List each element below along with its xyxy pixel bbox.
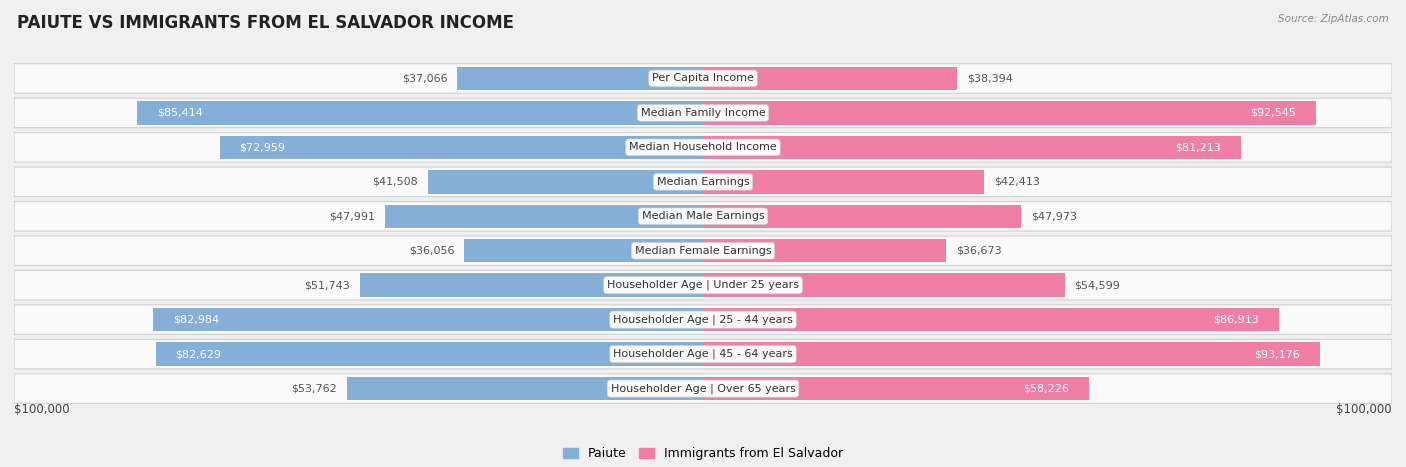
Text: $85,414: $85,414 bbox=[157, 108, 202, 118]
FancyBboxPatch shape bbox=[14, 202, 1392, 231]
Text: $86,913: $86,913 bbox=[1213, 315, 1258, 325]
FancyBboxPatch shape bbox=[14, 270, 1392, 300]
Text: $100,000: $100,000 bbox=[14, 403, 70, 416]
Bar bbox=[703, 342, 1320, 366]
Bar bbox=[385, 205, 703, 228]
Text: $38,394: $38,394 bbox=[967, 73, 1014, 84]
Text: $82,629: $82,629 bbox=[176, 349, 222, 359]
Text: $42,413: $42,413 bbox=[994, 177, 1040, 187]
Bar bbox=[427, 170, 703, 193]
FancyBboxPatch shape bbox=[14, 167, 1392, 197]
Text: $41,508: $41,508 bbox=[373, 177, 418, 187]
Bar bbox=[703, 239, 946, 262]
FancyBboxPatch shape bbox=[14, 374, 1392, 403]
Legend: Paiute, Immigrants from El Salvador: Paiute, Immigrants from El Salvador bbox=[558, 442, 848, 465]
Bar bbox=[360, 274, 703, 297]
Bar bbox=[464, 239, 703, 262]
Bar bbox=[703, 67, 957, 90]
Text: $37,066: $37,066 bbox=[402, 73, 447, 84]
Text: Householder Age | 45 - 64 years: Householder Age | 45 - 64 years bbox=[613, 349, 793, 359]
FancyBboxPatch shape bbox=[14, 98, 1392, 127]
Text: $93,176: $93,176 bbox=[1254, 349, 1301, 359]
Bar bbox=[703, 205, 1021, 228]
Text: Median Family Income: Median Family Income bbox=[641, 108, 765, 118]
Bar bbox=[347, 377, 703, 400]
Text: Source: ZipAtlas.com: Source: ZipAtlas.com bbox=[1278, 14, 1389, 24]
Text: $47,991: $47,991 bbox=[329, 211, 375, 221]
Text: Per Capita Income: Per Capita Income bbox=[652, 73, 754, 84]
Text: Householder Age | Under 25 years: Householder Age | Under 25 years bbox=[607, 280, 799, 290]
Bar bbox=[703, 135, 1241, 159]
Text: $100,000: $100,000 bbox=[1336, 403, 1392, 416]
Text: $72,959: $72,959 bbox=[239, 142, 285, 152]
Text: $36,056: $36,056 bbox=[409, 246, 454, 256]
Text: $54,599: $54,599 bbox=[1074, 280, 1121, 290]
Bar bbox=[457, 67, 703, 90]
Bar bbox=[153, 308, 703, 332]
Text: Median Male Earnings: Median Male Earnings bbox=[641, 211, 765, 221]
Text: $81,213: $81,213 bbox=[1175, 142, 1222, 152]
Bar bbox=[703, 308, 1278, 332]
Bar bbox=[703, 377, 1088, 400]
Text: $82,984: $82,984 bbox=[173, 315, 219, 325]
Text: Householder Age | 25 - 44 years: Householder Age | 25 - 44 years bbox=[613, 314, 793, 325]
Text: $36,673: $36,673 bbox=[956, 246, 1001, 256]
Text: $92,545: $92,545 bbox=[1250, 108, 1296, 118]
FancyBboxPatch shape bbox=[14, 340, 1392, 369]
Bar bbox=[156, 342, 703, 366]
Text: Householder Age | Over 65 years: Householder Age | Over 65 years bbox=[610, 383, 796, 394]
FancyBboxPatch shape bbox=[14, 64, 1392, 93]
Text: $51,743: $51,743 bbox=[305, 280, 350, 290]
Text: $53,762: $53,762 bbox=[291, 383, 337, 394]
Text: Median Earnings: Median Earnings bbox=[657, 177, 749, 187]
Bar bbox=[703, 101, 1316, 125]
Bar bbox=[138, 101, 703, 125]
FancyBboxPatch shape bbox=[14, 236, 1392, 265]
Text: $47,973: $47,973 bbox=[1031, 211, 1077, 221]
Text: $58,226: $58,226 bbox=[1024, 383, 1069, 394]
Bar bbox=[703, 274, 1064, 297]
Text: PAIUTE VS IMMIGRANTS FROM EL SALVADOR INCOME: PAIUTE VS IMMIGRANTS FROM EL SALVADOR IN… bbox=[17, 14, 513, 32]
Text: Median Female Earnings: Median Female Earnings bbox=[634, 246, 772, 256]
Text: Median Household Income: Median Household Income bbox=[628, 142, 778, 152]
FancyBboxPatch shape bbox=[14, 305, 1392, 334]
Bar bbox=[703, 170, 984, 193]
Bar bbox=[219, 135, 703, 159]
FancyBboxPatch shape bbox=[14, 133, 1392, 162]
